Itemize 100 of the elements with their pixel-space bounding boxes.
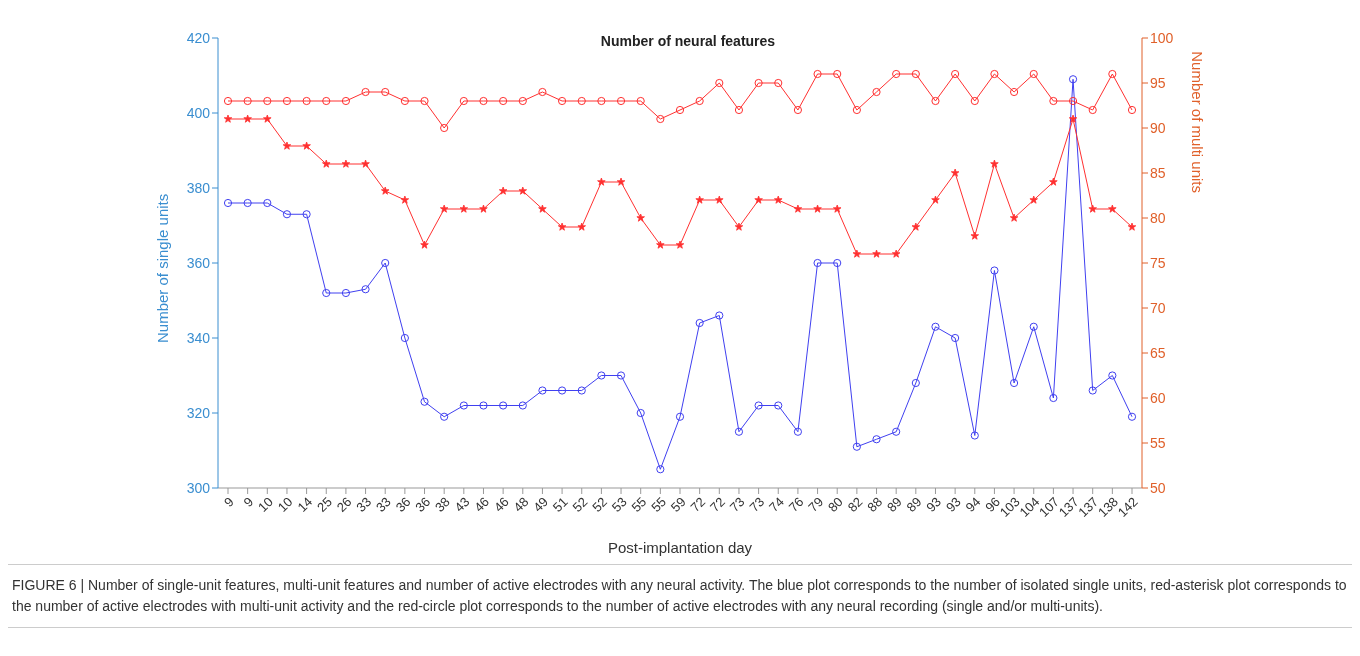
x-tick-label: 93 (942, 494, 964, 515)
y-tick-label: 400 (186, 104, 211, 121)
x-tick-label: 94 (962, 494, 984, 515)
y-tick-label: 380 (186, 179, 211, 196)
point (1068, 96, 1078, 106)
point (1088, 204, 1097, 213)
point (892, 69, 901, 79)
x-tick-label: 33 (373, 494, 394, 515)
point (774, 78, 783, 88)
point (459, 204, 469, 213)
chart-title: Number of neural features (600, 33, 776, 49)
x-tick-label: 9 (220, 494, 237, 510)
point (636, 96, 645, 106)
y2-tick-label: 70 (1150, 299, 1166, 316)
x-tick-label: 36 (392, 494, 414, 515)
x-tick-label: 73 (726, 494, 748, 515)
x-axis-title: Post-implantation day (607, 539, 753, 556)
point (223, 198, 233, 208)
y2-tick-label: 90 (1150, 119, 1166, 136)
point (872, 249, 881, 258)
point (970, 231, 979, 240)
x-tick-label: 49 (530, 494, 552, 515)
point (774, 401, 783, 410)
x-tick-label: 46 (490, 494, 512, 515)
x-tick-label: 89 (883, 494, 905, 515)
point (675, 412, 685, 421)
x-tick-label: 89 (903, 494, 925, 515)
point (1068, 114, 1078, 123)
point (715, 311, 724, 320)
x-tick-label: 55 (628, 494, 650, 515)
x-tick-label: 72 (707, 494, 728, 515)
point (282, 210, 292, 219)
point (990, 159, 999, 168)
point (675, 240, 685, 249)
point (420, 240, 429, 249)
point (970, 431, 979, 440)
point (951, 333, 960, 343)
point (518, 186, 527, 195)
point (479, 401, 488, 410)
point (479, 204, 488, 213)
point (597, 96, 606, 106)
point (793, 105, 803, 115)
x-tick-label: 14 (294, 494, 316, 515)
x-tick-label: 43 (451, 494, 473, 515)
y-tick-label: 420 (186, 29, 211, 46)
point (911, 222, 921, 231)
point (302, 210, 311, 219)
point (616, 96, 626, 106)
point (931, 322, 940, 331)
x-tick-label: 36 (412, 494, 434, 515)
point (302, 96, 311, 106)
point (518, 401, 527, 410)
point (734, 222, 744, 231)
point (1108, 371, 1117, 380)
point (263, 114, 272, 123)
x-tick-label: 33 (353, 494, 375, 515)
point (243, 96, 252, 106)
point (754, 78, 763, 88)
point (223, 114, 233, 123)
point (813, 69, 822, 79)
x-tick-label: 73 (746, 494, 768, 515)
point (243, 114, 252, 123)
x-tick-label: 88 (864, 494, 886, 515)
x-tick-label: 38 (431, 494, 453, 515)
point (656, 114, 665, 124)
point (892, 427, 901, 436)
point (695, 195, 704, 204)
y-axis-title: Number of single units (154, 193, 172, 343)
point (1029, 69, 1038, 79)
x-tick-label: 53 (608, 494, 630, 515)
point (381, 87, 390, 97)
point (499, 401, 508, 410)
y-tick-label: 340 (186, 329, 211, 346)
y-tick-label: 320 (186, 404, 211, 421)
caption: FIGURE 6 | Number of single-unit features, multi-unit features and number of active electrodes with any neural activity. The blue plot corresponds to the number of isolated single units, red-asterisk plot corresponds to the number of active electrodes with multi-unit activity and the red-circle plot corresponds to the number of active electrodes with any neural recording (single and/or multi-units). (12, 576, 1348, 616)
y-tick-label: 360 (186, 254, 211, 271)
point (322, 288, 331, 298)
point (931, 96, 940, 106)
point (774, 195, 783, 204)
point (1029, 322, 1038, 331)
point (282, 96, 292, 106)
x-tick-label: 52 (589, 494, 611, 515)
point (636, 213, 645, 222)
point (990, 69, 999, 79)
y2-tick-label: 75 (1150, 254, 1166, 271)
point (891, 249, 901, 258)
point (616, 371, 626, 380)
point (852, 249, 862, 258)
point (951, 69, 960, 79)
point (557, 386, 567, 395)
y2-tick-label: 80 (1150, 209, 1166, 226)
point (833, 204, 842, 213)
point (616, 177, 626, 186)
point (302, 141, 311, 150)
point (538, 87, 547, 97)
y2-axis-title: Number of multi units (1188, 51, 1206, 193)
point (793, 427, 803, 436)
point (499, 96, 508, 106)
x-tick-label: 76 (785, 494, 807, 515)
x-tick-label: 52 (569, 494, 591, 515)
